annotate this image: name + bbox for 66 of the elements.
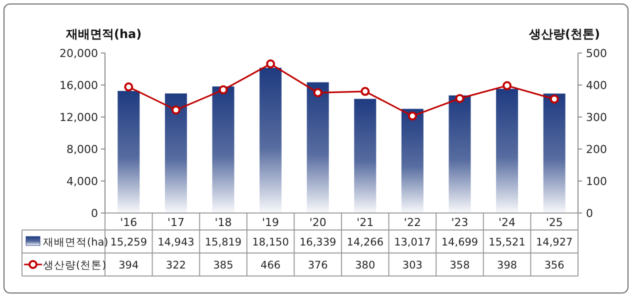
y2-tick-label: 300: [586, 111, 607, 124]
point: [360, 86, 370, 96]
x-tick-label: '16: [120, 216, 138, 229]
bar: [118, 90, 140, 213]
x-tick-label: '19: [262, 216, 280, 229]
x-tick-label: '23: [451, 216, 468, 229]
bar: [306, 82, 329, 213]
point: [313, 88, 322, 98]
point: [171, 105, 180, 114]
y2-tick-label: 500: [586, 47, 607, 60]
y-tick-label: 20,000: [60, 47, 98, 60]
data-label: 18,150: [252, 236, 289, 248]
point: [408, 112, 417, 121]
point: [218, 85, 228, 94]
y2-tick-label: 400: [586, 79, 607, 92]
data-label: 466: [260, 260, 281, 272]
data-label: 356: [544, 260, 565, 272]
bar: [354, 98, 376, 213]
point: [124, 82, 134, 92]
data-label: 14,266: [346, 236, 384, 248]
legend-label: 재배면적(ha): [43, 236, 108, 248]
x-tick-label: '18: [214, 216, 232, 229]
data-label: 376: [308, 260, 328, 272]
point: [455, 94, 464, 103]
x-tick-label: '17: [167, 216, 184, 229]
x-tick-label: '20: [309, 216, 326, 229]
data-label: 14,699: [441, 236, 478, 248]
data-label: 394: [118, 260, 139, 272]
data-label: 303: [402, 260, 422, 272]
y2-axis-title: 생산량(천톤): [528, 27, 600, 41]
bar: [448, 95, 471, 213]
bar: [212, 86, 234, 213]
data-label: 398: [497, 260, 518, 272]
x-tick-label: '25: [546, 216, 563, 229]
data-label: 358: [450, 260, 470, 272]
y-tick-label: 16,000: [60, 79, 98, 92]
bar: [543, 94, 566, 213]
data-label: 14,927: [536, 236, 573, 248]
x-tick-label: '21: [356, 216, 374, 229]
data-label: 15,259: [110, 236, 148, 248]
data-label: 385: [213, 260, 234, 272]
bar: [260, 68, 282, 213]
x-tick-label: '24: [498, 216, 516, 229]
data-label: 15,521: [488, 236, 526, 248]
y-tick-label: 4,000: [66, 175, 98, 188]
y-tick-label: 12,000: [60, 111, 98, 124]
y2-tick-label: 100: [586, 175, 607, 188]
y-tick-label: 8,000: [66, 143, 98, 156]
bar: [164, 93, 187, 213]
y-axis-title: 재배면적(ha): [65, 27, 142, 41]
data-label: 380: [355, 260, 376, 272]
bar: [401, 108, 424, 213]
bar: [496, 88, 518, 213]
y-tick-label: 0: [91, 207, 98, 220]
y2-tick-label: 0: [586, 207, 593, 220]
data-label: 13,017: [394, 236, 431, 248]
point: [550, 94, 559, 104]
point: [502, 81, 512, 90]
y2-tick-label: 200: [586, 143, 607, 156]
point: [266, 59, 276, 68]
data-label: 15,819: [204, 236, 242, 248]
data-label: 322: [166, 260, 186, 272]
data-label: 14,943: [158, 236, 194, 248]
data-label: 16,339: [299, 236, 336, 248]
legend-label: 생산량(천톤): [43, 260, 106, 272]
x-tick-label: '22: [404, 216, 421, 229]
